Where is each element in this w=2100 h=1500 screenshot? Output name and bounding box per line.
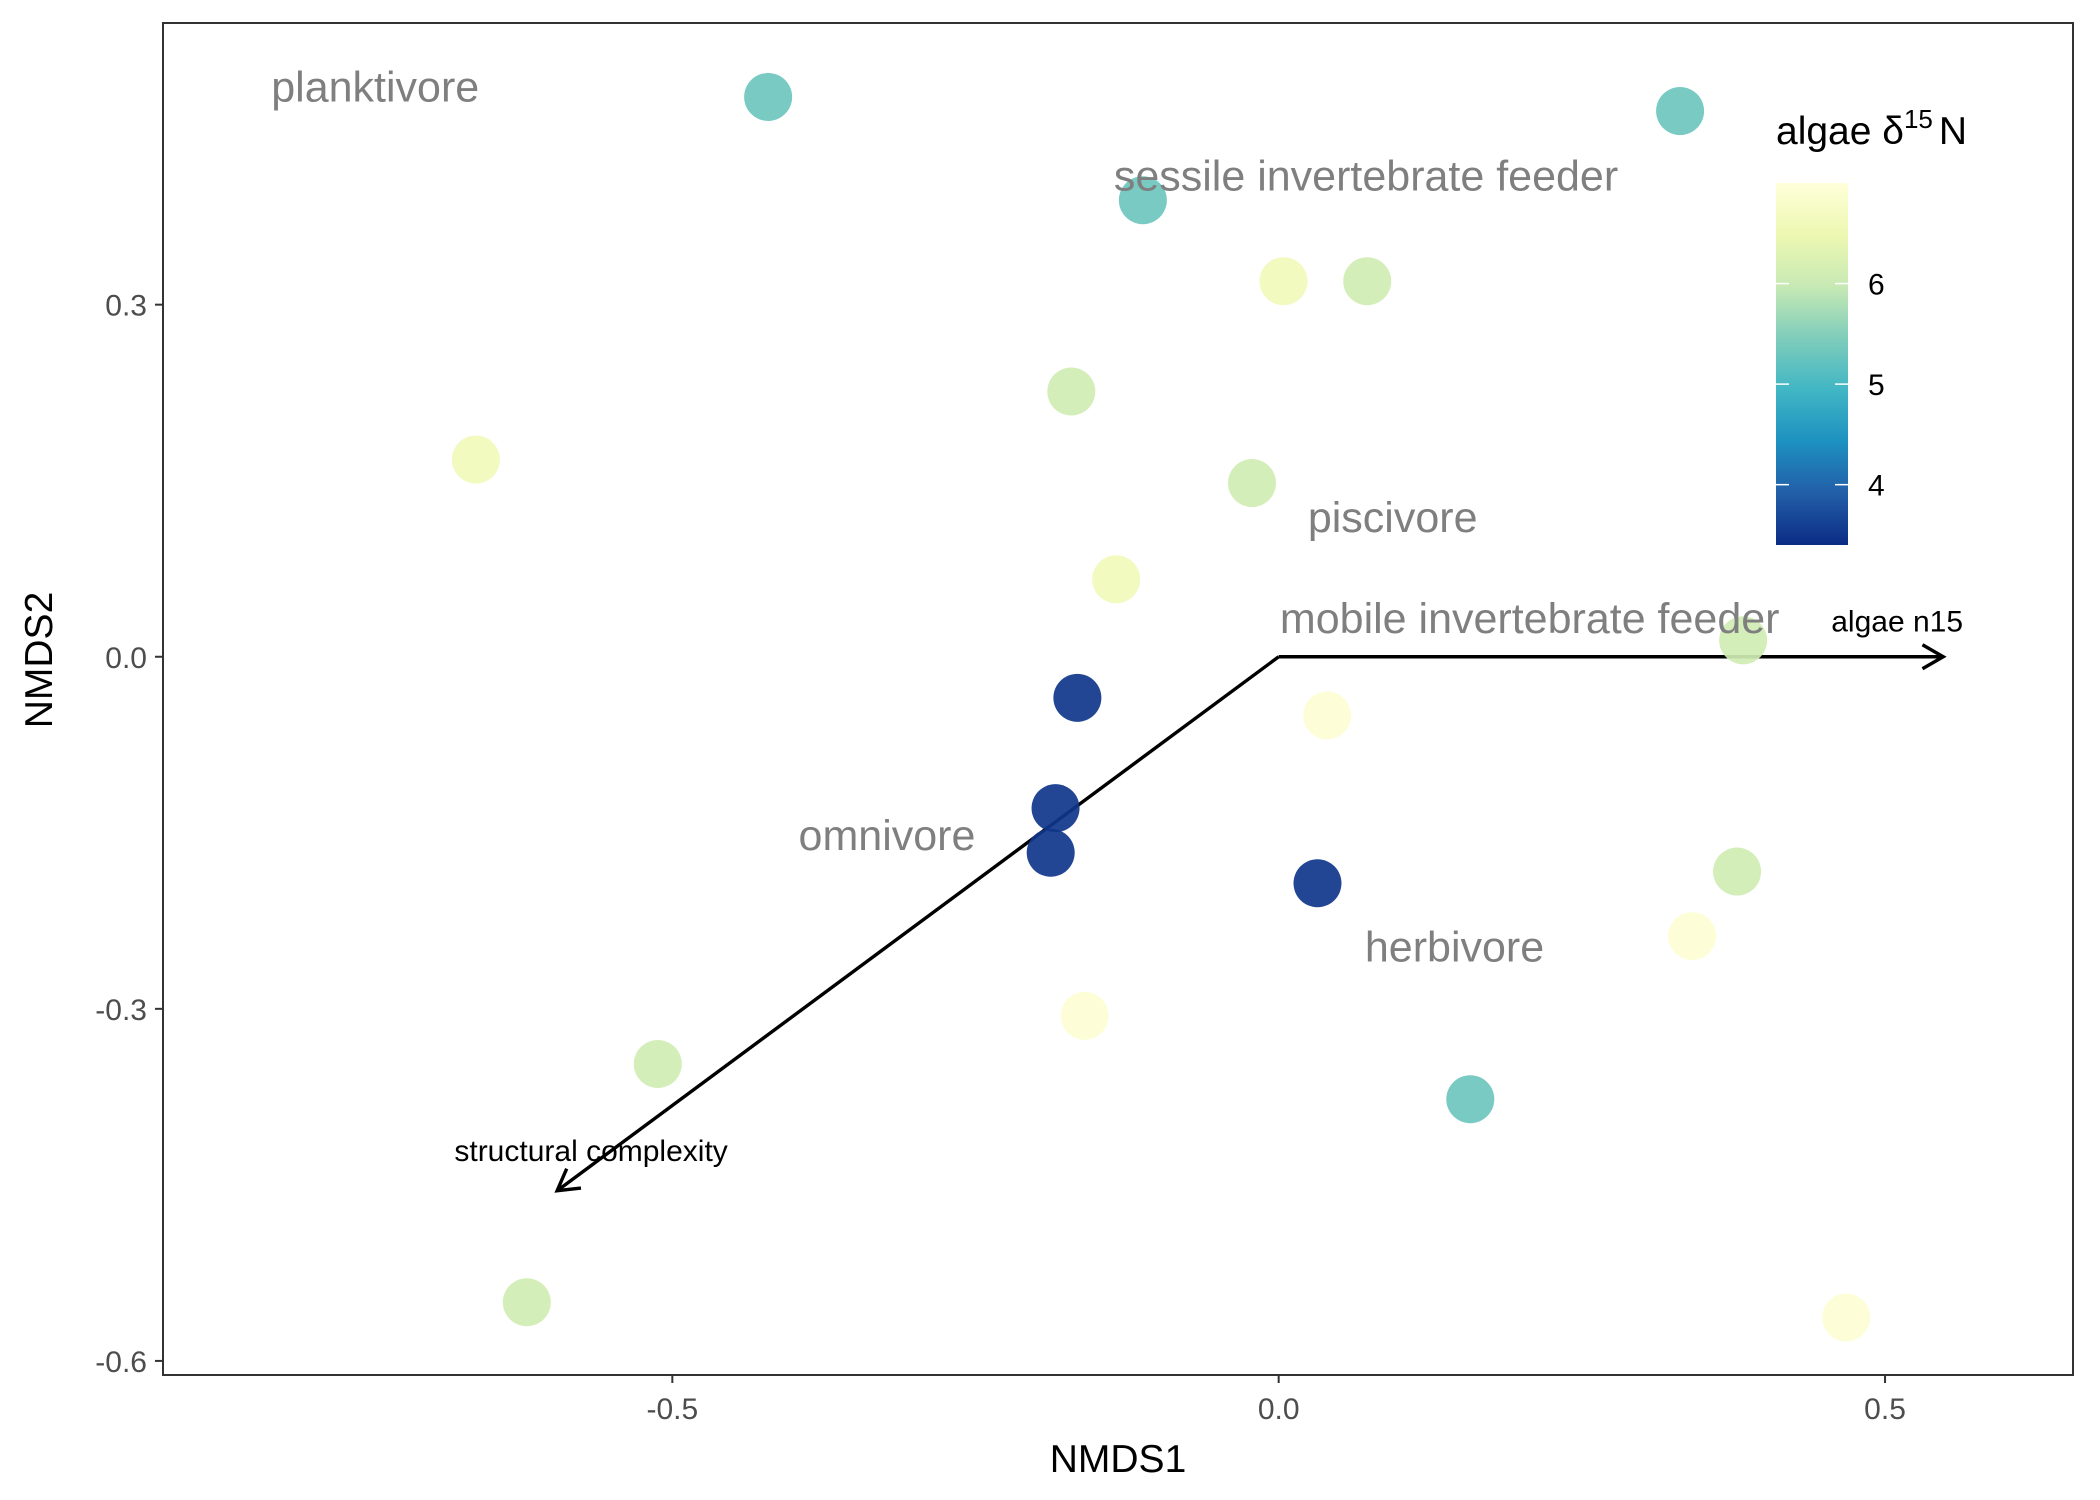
data-point-14 — [1026, 828, 1075, 877]
colorbar-tick-label: 4 — [1868, 470, 1885, 503]
group-label-sessile-invertebrate-feeder: sessile invertebrate feeder — [1114, 153, 1618, 201]
data-point-11 — [1053, 673, 1102, 722]
vector-arrow-structural-complexity — [556, 655, 1280, 1193]
group-labels-layer: planktivore sessile invertebrate feeder pi… — [271, 63, 1779, 971]
legend-title-superscript: 15 — [1904, 104, 1933, 134]
legend-title-main: algae δ — [1776, 110, 1904, 153]
data-point-18 — [1060, 991, 1109, 1040]
y-tick-label: 0.3 — [105, 290, 147, 323]
y-tick-label: -0.3 — [95, 994, 147, 1027]
vector-label-algae-n15: algae n15 — [1831, 606, 1963, 639]
legend-title: algae δ15 N — [1776, 104, 1967, 153]
data-point-2 — [1656, 87, 1705, 136]
data-point-17 — [1668, 912, 1717, 961]
color-legend: algae δ15 N 4 5 6 — [1776, 104, 1967, 545]
vector-arrowhead-algae-n15 — [1921, 643, 1947, 671]
data-point-1 — [744, 72, 793, 121]
data-point-21 — [502, 1278, 551, 1327]
vector-label-structural-complexity: structural complexity — [454, 1135, 727, 1168]
x-tick-label: 0.0 — [1258, 1393, 1300, 1426]
data-point-8 — [1228, 459, 1277, 508]
vector-arrowhead-structural-complexity — [554, 1168, 582, 1193]
data-point-22 — [1822, 1293, 1871, 1342]
group-label-omnivore: omnivore — [799, 812, 976, 860]
plot-panel — [162, 22, 2074, 1376]
x-tick-label: 0.5 — [1864, 1393, 1906, 1426]
data-point-6 — [1047, 367, 1096, 416]
y-tick-label: 0.0 — [105, 642, 147, 675]
data-point-3 — [1118, 176, 1167, 225]
data-point-10 — [1719, 616, 1768, 665]
group-label-planktivore: planktivore — [271, 63, 479, 111]
x-axis-title: NMDS1 — [1050, 1438, 1187, 1481]
legend-title-end: N — [1939, 110, 1967, 153]
group-label-mobile-invertebrate-feeder: mobile invertebrate feeder — [1280, 595, 1780, 643]
colorbar-tick-label: 5 — [1868, 369, 1885, 402]
x-tick-label: -0.5 — [646, 1393, 698, 1426]
y-axis: 0.3 0.0 -0.3 -0.6 — [95, 290, 163, 1379]
points-layer — [451, 72, 1871, 1342]
data-point-16 — [1713, 847, 1762, 896]
data-point-19 — [633, 1039, 682, 1088]
group-label-herbivore: herbivore — [1365, 924, 1544, 972]
y-axis-title: NMDS2 — [18, 592, 61, 729]
colorbar-tick-label: 6 — [1868, 269, 1885, 302]
data-point-5 — [1343, 257, 1392, 306]
y-tick-label: -0.6 — [95, 1346, 147, 1379]
colorbar-ticks: 4 5 6 — [1776, 269, 1885, 503]
vectors-layer: algae n15 structural complexity — [454, 606, 1963, 1193]
data-point-15 — [1293, 859, 1342, 908]
data-point-13 — [1031, 784, 1080, 833]
data-point-20 — [1446, 1075, 1495, 1124]
group-label-piscivore: piscivore — [1308, 494, 1478, 542]
data-point-12 — [1303, 691, 1352, 740]
data-point-7 — [451, 435, 500, 484]
x-axis: -0.5 0.0 0.5 — [646, 1375, 1906, 1426]
data-point-9 — [1092, 555, 1141, 604]
colorbar — [1776, 183, 1848, 545]
data-point-4 — [1259, 257, 1308, 306]
